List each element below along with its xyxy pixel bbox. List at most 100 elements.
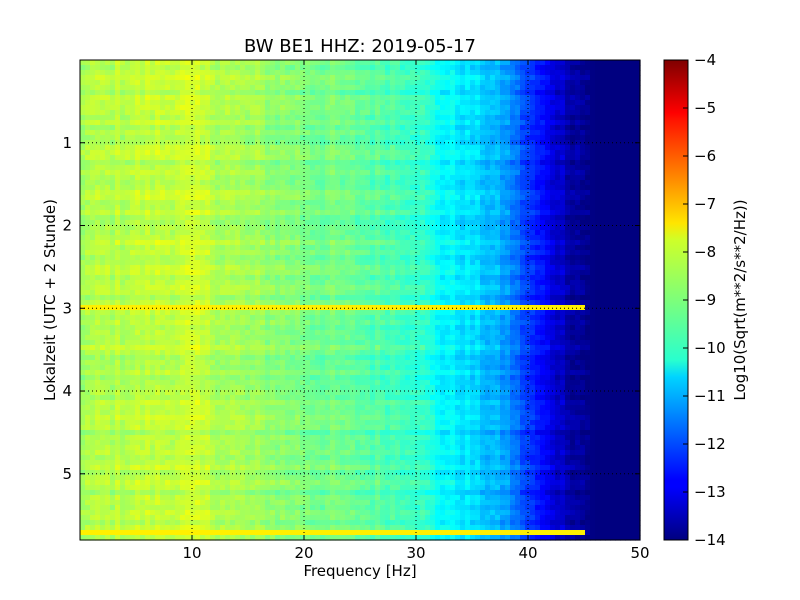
heatmap-cell bbox=[635, 210, 641, 216]
heatmap-cell bbox=[280, 70, 286, 76]
heatmap-cell bbox=[625, 215, 631, 221]
heatmap-cell bbox=[130, 210, 136, 216]
heatmap-cell bbox=[115, 235, 121, 241]
heatmap-cell bbox=[430, 80, 436, 86]
heatmap-cell bbox=[295, 65, 301, 71]
heatmap-cell bbox=[595, 125, 601, 131]
heatmap-cell bbox=[150, 60, 156, 66]
heatmap-cell bbox=[535, 185, 541, 191]
heatmap-cell bbox=[635, 260, 641, 266]
heatmap-cell bbox=[265, 60, 271, 66]
heatmap-cell bbox=[330, 195, 336, 201]
heatmap-cell bbox=[535, 275, 541, 281]
heatmap-cell bbox=[395, 65, 401, 71]
heatmap-cell bbox=[225, 215, 231, 221]
heatmap-cell bbox=[510, 235, 516, 241]
heatmap-cell bbox=[105, 260, 111, 266]
heatmap-cell bbox=[525, 275, 531, 281]
heatmap-cell bbox=[620, 85, 626, 91]
heatmap-cell bbox=[105, 205, 111, 211]
heatmap-cell bbox=[350, 260, 356, 266]
heatmap-cell bbox=[120, 235, 126, 241]
heatmap-cell bbox=[185, 75, 191, 81]
heatmap-cell bbox=[520, 235, 526, 241]
heatmap-cell bbox=[545, 140, 551, 146]
heatmap-cell bbox=[480, 255, 486, 261]
heatmap-cell bbox=[630, 135, 636, 141]
heatmap-cell bbox=[485, 190, 491, 196]
heatmap-cell bbox=[90, 120, 96, 126]
heatmap-cell bbox=[155, 170, 161, 176]
heatmap-cell bbox=[620, 235, 626, 241]
heatmap-cell bbox=[120, 230, 126, 236]
heatmap-cell bbox=[135, 145, 141, 151]
heatmap-cell bbox=[425, 85, 431, 91]
heatmap-cell bbox=[275, 225, 281, 231]
heatmap-cell bbox=[575, 130, 581, 136]
heatmap-cell bbox=[150, 245, 156, 251]
heatmap-cell bbox=[465, 60, 471, 66]
heatmap-cell bbox=[565, 140, 571, 146]
heatmap-cell bbox=[445, 275, 451, 281]
heatmap-cell bbox=[240, 75, 246, 81]
heatmap-cell bbox=[290, 160, 296, 166]
heatmap-cell bbox=[525, 95, 531, 101]
heatmap-cell bbox=[195, 110, 201, 116]
heatmap-cell bbox=[410, 120, 416, 126]
heatmap-cell bbox=[510, 90, 516, 96]
heatmap-cell bbox=[145, 110, 151, 116]
heatmap-cell bbox=[150, 100, 156, 106]
heatmap-cell bbox=[420, 215, 426, 221]
heatmap-cell bbox=[85, 280, 91, 286]
heatmap-cell bbox=[135, 105, 141, 111]
heatmap-cell bbox=[165, 170, 171, 176]
heatmap-cell bbox=[575, 95, 581, 101]
heatmap-cell bbox=[515, 235, 521, 241]
heatmap-cell bbox=[575, 275, 581, 281]
heatmap-cell bbox=[565, 265, 571, 271]
heatmap-cell bbox=[135, 110, 141, 116]
heatmap-cell bbox=[510, 240, 516, 246]
heatmap-cell bbox=[430, 155, 436, 161]
heatmap-cell bbox=[565, 210, 571, 216]
heatmap-cell bbox=[480, 250, 486, 256]
heatmap-cell bbox=[160, 235, 166, 241]
heatmap-cell bbox=[585, 95, 591, 101]
heatmap-cell bbox=[385, 210, 391, 216]
heatmap-cell bbox=[300, 125, 306, 131]
heatmap-cell bbox=[315, 100, 321, 106]
heatmap-cell bbox=[140, 65, 146, 71]
heatmap-cell bbox=[575, 85, 581, 91]
heatmap-cell bbox=[335, 90, 341, 96]
heatmap-cell bbox=[100, 120, 106, 126]
heatmap-cell bbox=[360, 235, 366, 241]
heatmap-cell bbox=[350, 230, 356, 236]
heatmap-cell bbox=[400, 100, 406, 106]
heatmap-cell bbox=[630, 190, 636, 196]
heatmap-cell bbox=[550, 150, 556, 156]
heatmap-cell bbox=[145, 130, 151, 136]
heatmap-cell bbox=[515, 215, 521, 221]
heatmap-cell bbox=[155, 220, 161, 226]
heatmap-cell bbox=[635, 230, 641, 236]
heatmap-cell bbox=[245, 70, 251, 76]
heatmap-cell bbox=[425, 170, 431, 176]
heatmap-cell bbox=[290, 75, 296, 81]
heatmap-cell bbox=[375, 140, 381, 146]
heatmap-cell bbox=[610, 95, 616, 101]
heatmap-cell bbox=[110, 240, 116, 246]
heatmap-cell bbox=[175, 250, 181, 256]
heatmap-cell bbox=[320, 200, 326, 206]
heatmap-cell bbox=[105, 175, 111, 181]
heatmap-cell bbox=[450, 175, 456, 181]
heatmap-cell bbox=[330, 90, 336, 96]
heatmap-cell bbox=[310, 95, 316, 101]
heatmap-cell bbox=[380, 200, 386, 206]
heatmap-cell bbox=[475, 255, 481, 261]
heatmap-cell bbox=[505, 95, 511, 101]
heatmap-cell bbox=[145, 200, 151, 206]
heatmap-cell bbox=[265, 230, 271, 236]
heatmap-cell bbox=[210, 250, 216, 256]
heatmap-cell bbox=[325, 115, 331, 121]
heatmap-cell bbox=[250, 190, 256, 196]
